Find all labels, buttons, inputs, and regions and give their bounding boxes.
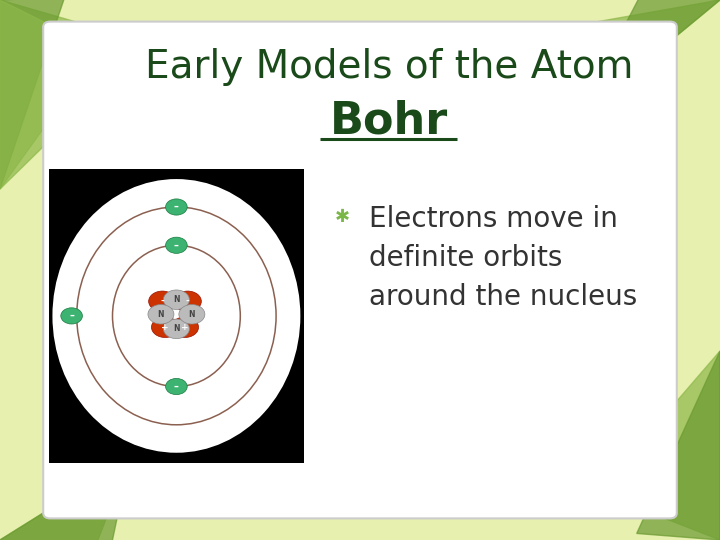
Circle shape bbox=[174, 291, 202, 312]
Polygon shape bbox=[598, 351, 720, 540]
Circle shape bbox=[166, 237, 187, 253]
Polygon shape bbox=[0, 459, 130, 540]
Text: -: - bbox=[161, 297, 164, 306]
Circle shape bbox=[163, 319, 189, 339]
Circle shape bbox=[151, 317, 179, 338]
Text: N: N bbox=[158, 310, 164, 319]
Circle shape bbox=[163, 290, 189, 309]
Text: ✱: ✱ bbox=[335, 208, 350, 226]
Text: N: N bbox=[189, 310, 195, 319]
Circle shape bbox=[179, 305, 205, 324]
Circle shape bbox=[166, 379, 187, 395]
Polygon shape bbox=[576, 0, 720, 119]
Text: –: – bbox=[69, 311, 74, 321]
Text: –: – bbox=[174, 382, 179, 392]
Text: Electrons move in
definite orbits
around the nucleus: Electrons move in definite orbits around… bbox=[369, 205, 638, 311]
Polygon shape bbox=[0, 0, 65, 189]
Text: +: + bbox=[161, 323, 169, 332]
Circle shape bbox=[148, 291, 176, 312]
Bar bbox=[49, 168, 304, 463]
Polygon shape bbox=[0, 0, 112, 189]
Polygon shape bbox=[0, 0, 127, 189]
FancyBboxPatch shape bbox=[43, 22, 677, 518]
Text: N: N bbox=[173, 295, 180, 304]
Text: -: - bbox=[186, 297, 189, 306]
Text: –: – bbox=[174, 240, 179, 250]
Text: –: – bbox=[174, 202, 179, 212]
Circle shape bbox=[60, 308, 82, 324]
Circle shape bbox=[148, 305, 174, 324]
Polygon shape bbox=[0, 459, 130, 540]
Text: N: N bbox=[173, 325, 180, 333]
Text: +: + bbox=[181, 323, 189, 332]
Text: Bohr: Bohr bbox=[330, 100, 448, 143]
Circle shape bbox=[166, 199, 187, 215]
Text: Early Models of the Atom: Early Models of the Atom bbox=[145, 49, 633, 86]
Ellipse shape bbox=[53, 179, 300, 453]
Polygon shape bbox=[636, 351, 720, 540]
Circle shape bbox=[171, 317, 199, 338]
Polygon shape bbox=[576, 0, 720, 119]
